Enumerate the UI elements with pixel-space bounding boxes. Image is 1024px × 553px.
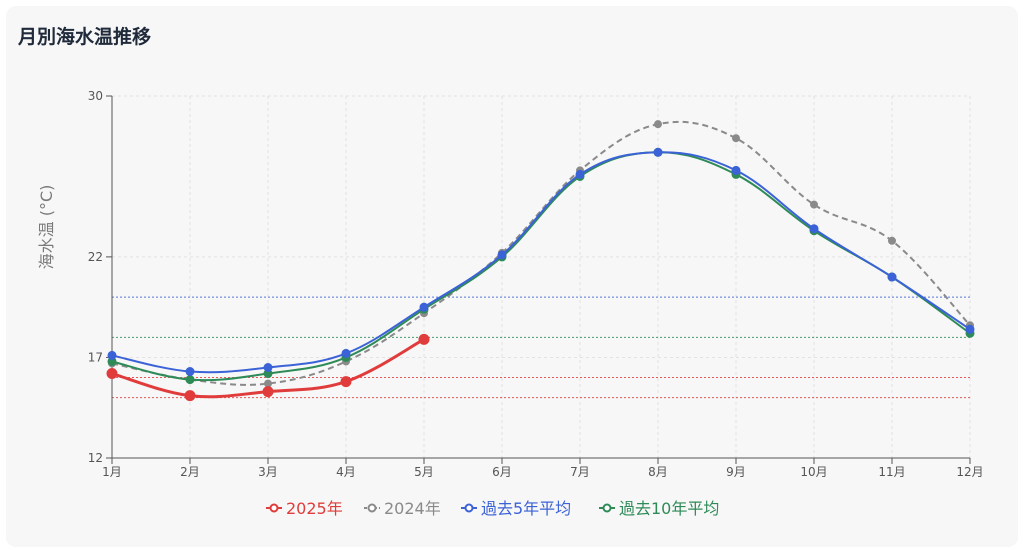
series-line-3 [111,151,971,382]
y-tick-label: 30 [88,89,103,103]
x-tick-label: 9月 [726,465,746,479]
x-tick-label: 5月 [414,465,434,479]
y-tick-label: 17 [88,350,103,364]
series-line-2 [111,151,971,374]
x-tick-label: 10月 [800,465,827,479]
data-point-2 [731,165,741,175]
data-point-2 [497,250,507,260]
data-point-2 [185,367,195,377]
x-tick-label: 3月 [258,465,278,479]
data-point-2 [107,350,117,360]
x-tick-label: 4月 [336,465,356,479]
legend-item-label[interactable]: 過去5年平均 [481,499,571,518]
x-tick-label: 7月 [570,465,590,479]
data-point-0 [262,386,274,398]
legend-swatch-marker [367,503,377,513]
x-tick-label: 8月 [648,465,668,479]
y-axis-label: 海水温 (°C) [37,185,56,270]
data-point-2 [653,147,663,157]
data-point-1 [264,379,272,388]
data-point-2 [419,302,429,312]
data-point-1 [732,134,740,143]
data-point-2 [263,363,273,372]
data-point-0 [340,376,352,388]
data-point-0 [184,390,196,402]
data-point-1 [810,200,818,209]
series-line-1 [111,120,971,386]
x-tick-label: 1月 [102,465,122,479]
data-point-2 [809,224,819,234]
legend-item-label[interactable]: 2025年 [286,499,343,518]
chart-title: 月別海水温推移 [18,26,152,48]
data-point-0 [418,333,430,345]
legend-item-label[interactable]: 2024年 [384,499,441,518]
data-point-2 [965,324,975,334]
y-tick-label: 22 [88,250,103,264]
legend-item-label[interactable]: 過去10年平均 [619,499,719,518]
data-point-3 [185,375,195,385]
legend-swatch-marker [464,503,474,513]
data-point-0 [106,368,118,380]
legend-swatch-marker [269,503,279,513]
data-point-2 [341,348,351,358]
legend-swatch-marker [602,503,612,513]
x-tick-label: 6月 [492,465,512,479]
y-tick-label: 12 [88,451,103,465]
data-point-2 [575,169,585,179]
data-point-2 [887,272,897,282]
data-point-1 [654,120,662,129]
x-tick-label: 12月 [956,465,983,479]
x-tick-label: 11月 [878,465,905,479]
data-point-1 [888,236,896,245]
x-tick-label: 2月 [180,465,200,479]
